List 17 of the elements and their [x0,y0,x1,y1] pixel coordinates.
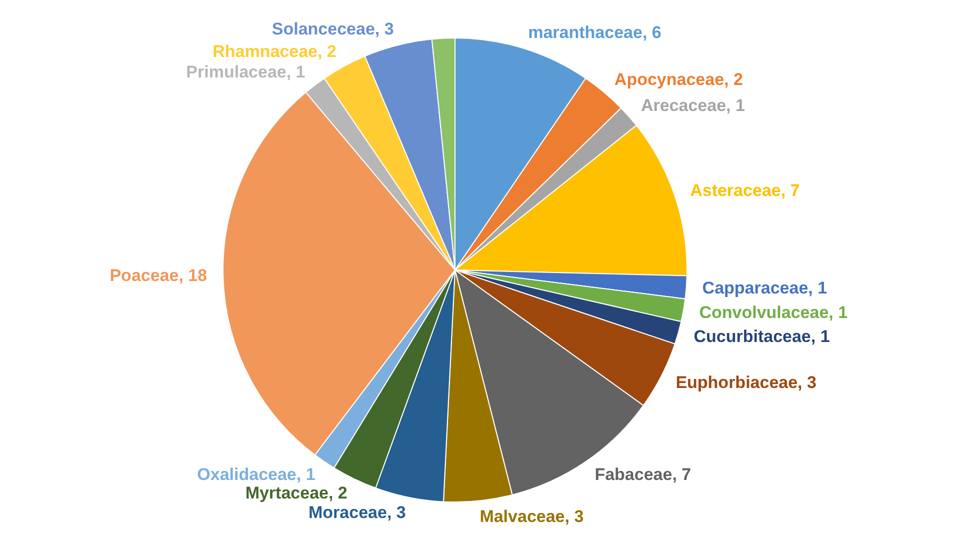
slice-label: Euphorbiaceae, 3 [676,373,816,392]
slice-label: Cucurbitaceae, 1 [694,327,830,346]
slice-label: Apocynaceae, 2 [614,70,743,90]
slice-label: Myrtaceae, 2 [245,483,348,502]
slice-label: maranthaceae, 6 [528,23,662,42]
slice-label: Malvaceae, 3 [480,506,584,526]
slice-label: Primulaceae, 1 [186,62,306,82]
slice-label: Rhamnaceae, 2 [212,42,336,62]
slice-label: Asteraceae, 7 [690,181,800,200]
slice-label: Moraceae, 3 [308,503,406,522]
slice-label: Capparaceae, 1 [702,278,828,298]
slice-label: Arecaceae, 1 [640,96,745,115]
slice-label: Convolvulaceae, 1 [699,303,848,322]
slice-label: Fabaceae, 7 [594,464,692,484]
slice-label: Poaceae, 18 [110,266,208,286]
slice-label: Oxalidaceae, 1 [197,464,316,484]
slice-label: Solanceceae, 3 [272,20,394,39]
